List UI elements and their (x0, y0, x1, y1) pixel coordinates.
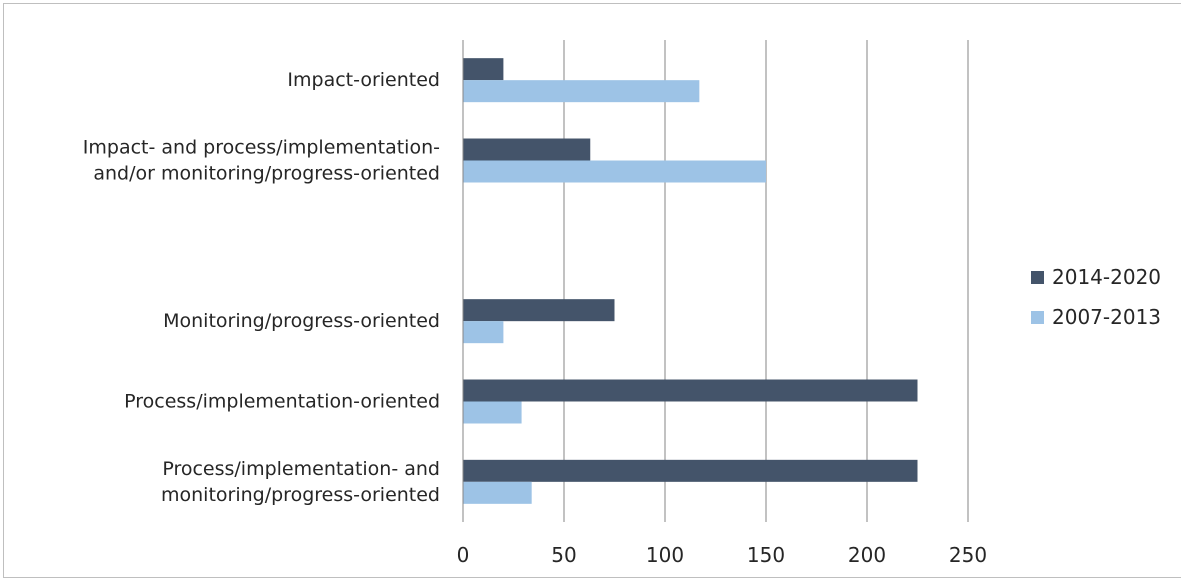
bar-2007-2013 (463, 321, 504, 344)
bar-2007-2013 (463, 401, 522, 424)
category-label: Process/implementation- and (162, 458, 440, 480)
legend-label: 2014-2020 (1052, 265, 1161, 289)
x-tick-label: 250 (949, 543, 987, 567)
gridlines (563, 40, 969, 522)
category-label: and/or monitoring/progress-oriented (93, 163, 440, 185)
bar-2014-2020 (463, 379, 918, 402)
bar-2007-2013 (463, 80, 700, 103)
bar-2007-2013 (463, 160, 766, 183)
bar-2014-2020 (463, 299, 615, 322)
x-tick-label: 200 (848, 543, 886, 567)
legend-swatch-2007-2013 (1031, 311, 1044, 324)
bar-2014-2020 (463, 138, 591, 161)
x-tick-label: 0 (457, 543, 470, 567)
bar-2007-2013 (463, 481, 532, 504)
category-label: Impact-oriented (287, 69, 440, 91)
x-tick-label: 50 (551, 543, 576, 567)
chart-border (3, 3, 1181, 578)
bar-2014-2020 (463, 58, 504, 81)
category-label: Impact- and process/implementation- (83, 137, 440, 159)
legend-label: 2007-2013 (1052, 305, 1161, 329)
bar-2014-2020 (463, 459, 918, 482)
x-tick-label: 150 (747, 543, 785, 567)
legend: 2014-2020 2007-2013 (1031, 265, 1161, 329)
bars (463, 58, 918, 504)
legend-swatch-2014-2020 (1031, 271, 1044, 284)
category-label: Process/implementation-oriented (124, 391, 440, 413)
category-label: monitoring/progress-oriented (161, 484, 440, 506)
category-label: Monitoring/progress-oriented (163, 310, 440, 332)
axes: 0 50 100 150 200 250 (457, 40, 987, 567)
category-labels: Impact-oriented Impact- and process/imple… (83, 69, 440, 506)
x-tick-label: 100 (646, 543, 684, 567)
